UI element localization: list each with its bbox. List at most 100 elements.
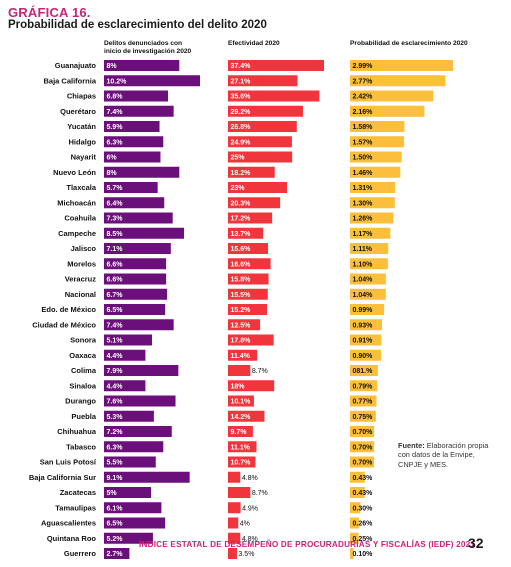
category-label: Aguascalientes	[41, 519, 96, 528]
data-label-series-3: 1.04%	[353, 292, 374, 299]
data-label-series-2: 29.2%	[231, 109, 252, 116]
bar-series-3	[350, 334, 382, 346]
bar-series-1	[104, 380, 146, 392]
bar-series-3	[350, 380, 378, 392]
category-label: San Luis Potosí	[40, 458, 97, 467]
data-label-series-1: 2.7%	[107, 551, 124, 558]
data-label-series-3: 1.10%	[353, 261, 374, 268]
bar-series-3	[350, 227, 391, 239]
data-label-series-1: 7.9%	[107, 368, 124, 375]
category-label: Yucatán	[67, 122, 96, 131]
bar-series-1	[104, 151, 161, 163]
data-label-series-1: 7.3%	[107, 216, 124, 223]
bar-series-2	[228, 380, 275, 392]
data-label-series-2: 10.1%	[231, 399, 252, 406]
data-label-series-3: 0.26%	[353, 521, 374, 528]
bar-series-2	[228, 441, 257, 453]
bar-series-2	[228, 121, 297, 132]
bar-series-1	[104, 548, 130, 559]
data-label-series-3: 0.93%	[353, 322, 374, 329]
bar-series-3	[350, 502, 361, 514]
category-label: Campeche	[58, 229, 96, 238]
data-label-series-2: 12.5%	[231, 322, 252, 329]
bar-series-2	[228, 288, 268, 300]
bar-series-1	[104, 75, 200, 87]
data-label-series-3: 2.77%	[353, 78, 374, 85]
bar-series-3	[350, 197, 395, 209]
bar-series-1	[104, 304, 166, 315]
bar-series-2	[228, 471, 241, 483]
source-text: Elaboración propia con datos de la Envip…	[398, 441, 489, 469]
bar-series-3	[350, 105, 425, 117]
data-label-series-3: 1.50%	[353, 155, 374, 162]
data-label-series-2: 11.1%	[231, 444, 251, 451]
data-label-series-1: 5.3%	[107, 414, 124, 421]
data-label-series-1: 6.7%	[107, 292, 124, 299]
bar-series-2	[228, 258, 271, 270]
category-label: Baja California	[43, 76, 96, 85]
bar-series-2	[228, 487, 251, 498]
data-label-series-3: 0.70%	[353, 460, 374, 467]
data-label-series-1: 7.4%	[107, 322, 124, 329]
data-label-series-1: 10.2%	[107, 78, 128, 85]
data-label-series-1: 7.2%	[107, 429, 124, 436]
bar-series-3	[350, 426, 375, 437]
data-label-series-1: 6.1%	[107, 505, 124, 512]
data-label-series-2: 8.7%	[252, 490, 268, 497]
category-label: Tlaxcala	[66, 183, 96, 192]
data-label-series-3: 1.30%	[353, 200, 374, 207]
data-label-series-2: 15.8%	[231, 277, 252, 284]
bar-series-1	[104, 426, 172, 437]
data-label-series-2: 18%	[231, 383, 246, 390]
bar-series-1	[104, 197, 165, 209]
bar-series-3	[350, 410, 376, 422]
bar-series-1	[104, 212, 173, 224]
bar-series-3	[350, 166, 401, 178]
data-label-series-2: 15.6%	[231, 246, 252, 253]
category-label: Durango	[65, 397, 96, 406]
category-label: Sinaloa	[69, 381, 97, 390]
category-label: Morelos	[67, 259, 96, 268]
data-label-series-1: 6%	[107, 155, 118, 162]
bar-series-3	[350, 365, 378, 376]
source-label: Fuente:	[398, 441, 425, 450]
bar-series-2	[228, 502, 241, 514]
bar-series-1	[104, 532, 153, 544]
bar-series-3	[350, 273, 386, 285]
bar-series-3	[350, 532, 359, 544]
category-label: Jalisco	[71, 244, 97, 253]
bar-series-3	[350, 395, 377, 407]
data-label-series-3: 2.42%	[353, 94, 374, 101]
bar-series-3	[350, 60, 453, 71]
data-label-series-1: 7.4%	[107, 109, 124, 116]
data-label-series-1: 6.5%	[107, 307, 124, 314]
data-label-series-3: 0.99%	[353, 307, 374, 314]
data-label-series-3: 1.58%	[353, 124, 374, 131]
data-label-series-2: 37.4%	[231, 63, 252, 70]
data-label-series-2: 11.4%	[231, 353, 251, 360]
bar-series-2	[228, 304, 268, 315]
data-label-series-3: 1.57%	[353, 139, 374, 146]
data-label-series-3: 1.26%	[353, 216, 374, 223]
bar-series-2	[228, 60, 324, 71]
data-label-series-2: 9.7%	[231, 429, 248, 436]
data-label-series-2: 10.7%	[231, 460, 252, 467]
bar-series-2	[228, 182, 288, 193]
bar-series-3	[350, 288, 386, 300]
data-label-series-3: 1.46%	[353, 170, 374, 177]
category-label: Nacional	[65, 290, 96, 299]
bar-series-3	[350, 517, 359, 529]
data-label-series-1: 6.3%	[107, 444, 124, 451]
bar-series-2	[228, 90, 320, 102]
data-label-series-1: 6.6%	[107, 277, 124, 284]
bar-series-1	[104, 319, 174, 331]
chart-subtitle: Probabilidad de esclarecimiento del deli…	[8, 19, 267, 31]
bar-series-3	[350, 456, 375, 468]
data-label-series-2: 35.6%	[231, 94, 252, 101]
bar-series-1	[104, 90, 168, 102]
data-label-series-2: 18.2%	[231, 170, 252, 177]
bar-series-3	[350, 121, 405, 132]
data-label-series-3: 0.30%	[353, 505, 374, 512]
page-number: 32	[468, 535, 484, 551]
bar-series-2	[228, 212, 273, 224]
